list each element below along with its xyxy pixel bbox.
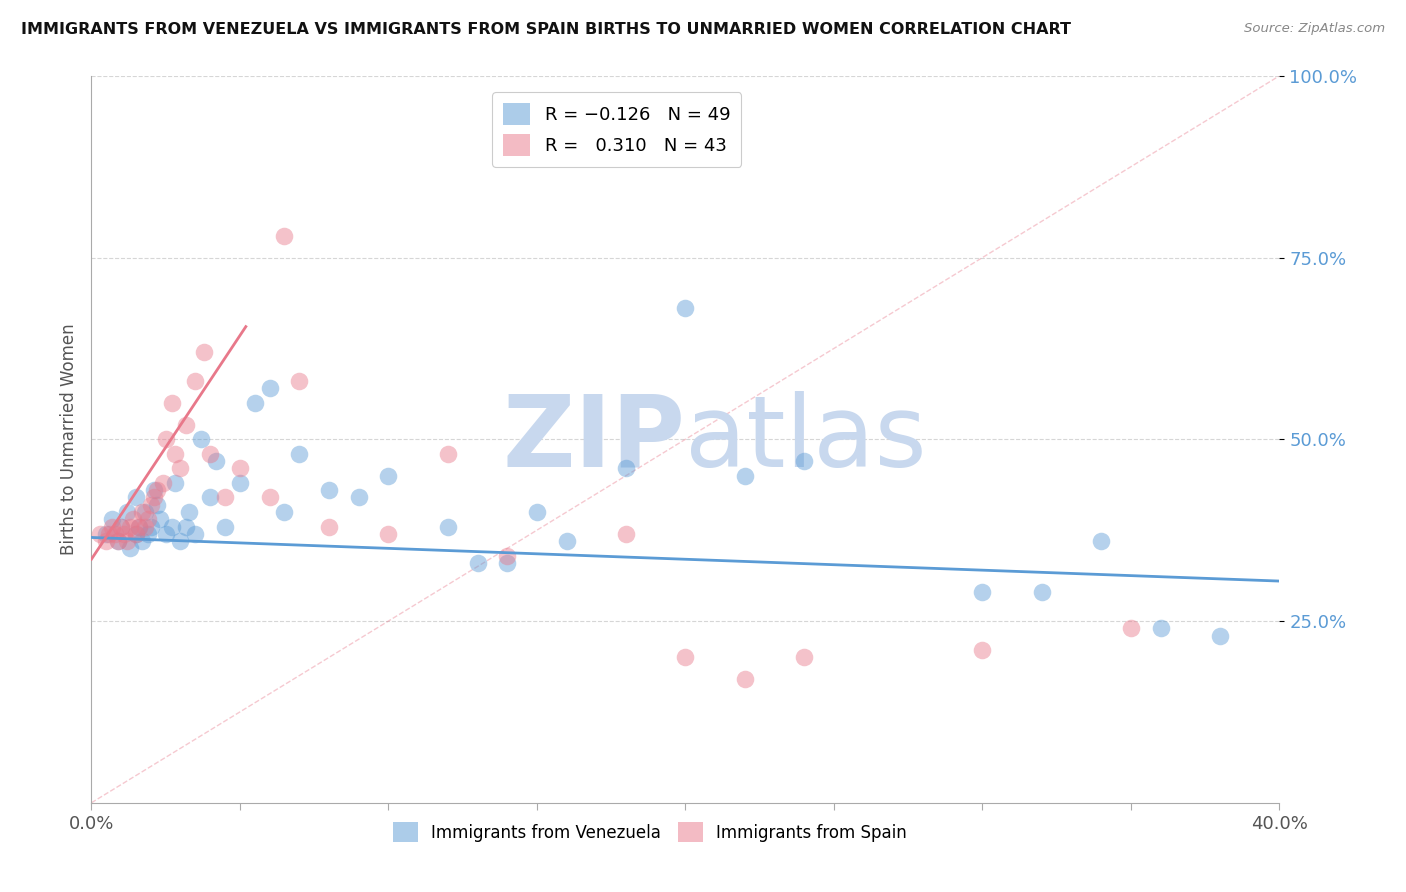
Point <box>96 534 118 549</box>
Point <box>155 526 177 541</box>
Point <box>214 519 236 533</box>
Point <box>152 475 174 490</box>
Point <box>149 512 172 526</box>
Text: ZIP: ZIP <box>502 391 685 488</box>
Point <box>673 301 696 316</box>
Point <box>467 556 489 570</box>
Point <box>96 526 118 541</box>
Point <box>1209 629 1232 643</box>
Point <box>1149 621 1171 635</box>
Point <box>160 396 183 410</box>
Point <box>125 491 148 505</box>
Point <box>134 505 156 519</box>
Point <box>734 672 756 686</box>
Point <box>107 534 129 549</box>
Y-axis label: Births to Unmarried Women: Births to Unmarried Women <box>59 324 77 555</box>
Point <box>1090 534 1112 549</box>
Point <box>496 556 519 570</box>
Point <box>377 468 399 483</box>
Point <box>793 454 815 468</box>
Point <box>614 461 637 475</box>
Point <box>104 526 127 541</box>
Point <box>273 505 295 519</box>
Point <box>259 491 281 505</box>
Point <box>98 526 121 541</box>
Point <box>288 374 311 388</box>
Point <box>288 447 311 461</box>
Point <box>115 505 138 519</box>
Point <box>131 534 153 549</box>
Text: Source: ZipAtlas.com: Source: ZipAtlas.com <box>1244 22 1385 36</box>
Point <box>972 585 994 599</box>
Point <box>125 526 148 541</box>
Point <box>118 519 141 533</box>
Point <box>555 534 578 549</box>
Point <box>107 534 129 549</box>
Point <box>163 475 186 490</box>
Point <box>229 461 252 475</box>
Point <box>318 519 340 533</box>
Point <box>243 396 266 410</box>
Point <box>205 454 228 468</box>
Point <box>128 519 150 533</box>
Legend: Immigrants from Venezuela, Immigrants from Spain: Immigrants from Venezuela, Immigrants fr… <box>387 815 914 849</box>
Point <box>436 447 458 461</box>
Point <box>229 475 252 490</box>
Point <box>131 505 153 519</box>
Point <box>972 643 994 657</box>
Point <box>169 534 191 549</box>
Point <box>110 519 132 533</box>
Point <box>169 461 191 475</box>
Point <box>145 483 167 498</box>
Point <box>184 374 207 388</box>
Point <box>128 519 150 533</box>
Point <box>377 526 399 541</box>
Point <box>101 519 124 533</box>
Point <box>122 512 145 526</box>
Point <box>112 526 135 541</box>
Point <box>214 491 236 505</box>
Point <box>115 534 138 549</box>
Point <box>89 526 111 541</box>
Text: atlas: atlas <box>685 391 927 488</box>
Point <box>118 541 141 556</box>
Point <box>142 483 165 498</box>
Point <box>139 498 162 512</box>
Text: IMMIGRANTS FROM VENEZUELA VS IMMIGRANTS FROM SPAIN BIRTHS TO UNMARRIED WOMEN COR: IMMIGRANTS FROM VENEZUELA VS IMMIGRANTS … <box>21 22 1071 37</box>
Point <box>145 498 167 512</box>
Point <box>155 432 177 446</box>
Point <box>496 549 519 563</box>
Point <box>134 519 156 533</box>
Point <box>526 505 548 519</box>
Point <box>793 650 815 665</box>
Point <box>347 491 370 505</box>
Point <box>136 512 159 526</box>
Point <box>136 526 159 541</box>
Point <box>184 526 207 541</box>
Point <box>176 519 198 533</box>
Point <box>160 519 183 533</box>
Point <box>1119 621 1142 635</box>
Point <box>673 650 696 665</box>
Point <box>110 519 132 533</box>
Point <box>1031 585 1053 599</box>
Point <box>200 491 222 505</box>
Point <box>190 432 212 446</box>
Point <box>139 519 162 533</box>
Point <box>734 468 756 483</box>
Point <box>179 505 201 519</box>
Point <box>125 526 148 541</box>
Point <box>318 483 340 498</box>
Point <box>193 345 215 359</box>
Point <box>436 519 458 533</box>
Point <box>176 417 198 432</box>
Point <box>142 491 165 505</box>
Point <box>273 228 295 243</box>
Point <box>163 447 186 461</box>
Point <box>259 381 281 395</box>
Point <box>614 526 637 541</box>
Point <box>101 512 124 526</box>
Point <box>200 447 222 461</box>
